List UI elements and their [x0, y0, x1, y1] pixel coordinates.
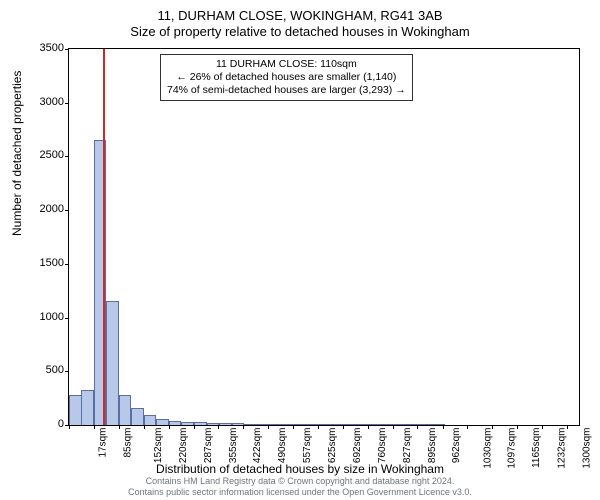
info-box-line2: ← 26% of detached houses are smaller (1,…: [167, 71, 406, 84]
x-tick-mark: [417, 425, 418, 429]
info-box: 11 DURHAM CLOSE: 110sqm ← 26% of detache…: [160, 54, 413, 101]
title-subtitle: Size of property relative to detached ho…: [0, 24, 600, 40]
y-tick-mark: [65, 318, 69, 319]
chart-area: 17sqm85sqm152sqm220sqm287sqm355sqm422sqm…: [68, 48, 580, 426]
x-tick-mark: [368, 425, 369, 429]
x-tick-label: 152sqm: [153, 428, 164, 464]
x-tick-label: 827sqm: [402, 428, 413, 464]
y-tick-mark: [65, 210, 69, 211]
histogram-bar: [370, 424, 383, 425]
histogram-bar: [131, 408, 144, 425]
x-tick-mark: [318, 425, 319, 429]
x-tick-mark: [567, 425, 568, 429]
x-tick-label: 422sqm: [252, 428, 263, 464]
histogram-bar: [420, 424, 433, 425]
x-tick-mark: [169, 425, 170, 429]
histogram-bar: [119, 395, 132, 425]
histogram-bar: [232, 423, 245, 425]
histogram-bar: [207, 423, 220, 425]
footer-line1: Contains HM Land Registry data © Crown c…: [0, 476, 600, 487]
x-tick-mark: [69, 425, 70, 429]
x-tick-mark: [492, 425, 493, 429]
y-tick-mark: [65, 49, 69, 50]
x-tick-label: 895sqm: [427, 428, 438, 464]
footer: Contains HM Land Registry data © Crown c…: [0, 476, 600, 498]
y-tick-label: 500: [24, 364, 64, 376]
histogram-bar: [169, 421, 182, 425]
y-tick-label: 2000: [24, 203, 64, 215]
histogram-bar: [219, 423, 232, 425]
y-tick-mark: [65, 156, 69, 157]
y-axis-label: Number of detached properties: [10, 71, 24, 236]
x-tick-label: 760sqm: [377, 428, 388, 464]
x-tick-mark: [94, 425, 95, 429]
histogram-bar: [269, 424, 282, 425]
info-box-line1: 11 DURHAM CLOSE: 110sqm: [167, 58, 406, 71]
x-tick-mark: [343, 425, 344, 429]
y-tick-mark: [65, 264, 69, 265]
footer-line2: Contains public sector information licen…: [0, 487, 600, 498]
y-tick-label: 2500: [24, 149, 64, 161]
histogram-bar: [181, 422, 194, 425]
info-box-line3: 74% of semi-detached houses are larger (…: [167, 84, 406, 97]
y-tick-mark: [65, 103, 69, 104]
x-tick-label: 962sqm: [452, 428, 463, 464]
y-tick-label: 3500: [24, 42, 64, 54]
histogram-bar: [395, 424, 408, 425]
x-tick-label: 557sqm: [302, 428, 313, 464]
x-tick-mark: [268, 425, 269, 429]
x-tick-label: 85sqm: [123, 428, 134, 458]
x-tick-label: 692sqm: [352, 428, 363, 464]
x-tick-label: 220sqm: [178, 428, 189, 464]
y-tick-label: 1000: [24, 311, 64, 323]
x-tick-mark: [542, 425, 543, 429]
x-axis-label: Distribution of detached houses by size …: [0, 462, 600, 476]
x-tick-mark: [517, 425, 518, 429]
histogram-bar: [194, 422, 207, 425]
histogram-bar: [81, 390, 94, 425]
histogram-bar: [319, 424, 332, 425]
x-tick-mark: [194, 425, 195, 429]
page-root: 11, DURHAM CLOSE, WOKINGHAM, RG41 3AB Si…: [0, 0, 600, 500]
histogram-bar: [344, 424, 357, 425]
x-tick-label: 490sqm: [278, 428, 289, 464]
y-tick-label: 1500: [24, 257, 64, 269]
x-tick-mark: [119, 425, 120, 429]
x-tick-mark: [467, 425, 468, 429]
x-tick-label: 355sqm: [228, 428, 239, 464]
title-address: 11, DURHAM CLOSE, WOKINGHAM, RG41 3AB: [0, 8, 600, 24]
y-tick-label: 0: [24, 418, 64, 430]
x-tick-mark: [144, 425, 145, 429]
property-marker-line: [103, 49, 105, 425]
x-tick-mark: [218, 425, 219, 429]
histogram-bar: [106, 301, 119, 425]
histogram-bar: [244, 424, 257, 426]
y-tick-mark: [65, 371, 69, 372]
x-tick-mark: [443, 425, 444, 429]
y-tick-label: 3000: [24, 96, 64, 108]
histogram-bar: [156, 419, 169, 425]
x-tick-mark: [393, 425, 394, 429]
x-tick-label: 17sqm: [98, 428, 109, 458]
x-tick-label: 287sqm: [203, 428, 214, 464]
histogram-bar: [144, 415, 157, 425]
x-tick-label: 625sqm: [327, 428, 338, 464]
x-tick-mark: [243, 425, 244, 429]
plot-region: 17sqm85sqm152sqm220sqm287sqm355sqm422sqm…: [68, 48, 580, 426]
histogram-bar: [294, 424, 307, 425]
histogram-bar: [69, 395, 82, 425]
x-tick-mark: [293, 425, 294, 429]
title-block: 11, DURHAM CLOSE, WOKINGHAM, RG41 3AB Si…: [0, 0, 600, 40]
